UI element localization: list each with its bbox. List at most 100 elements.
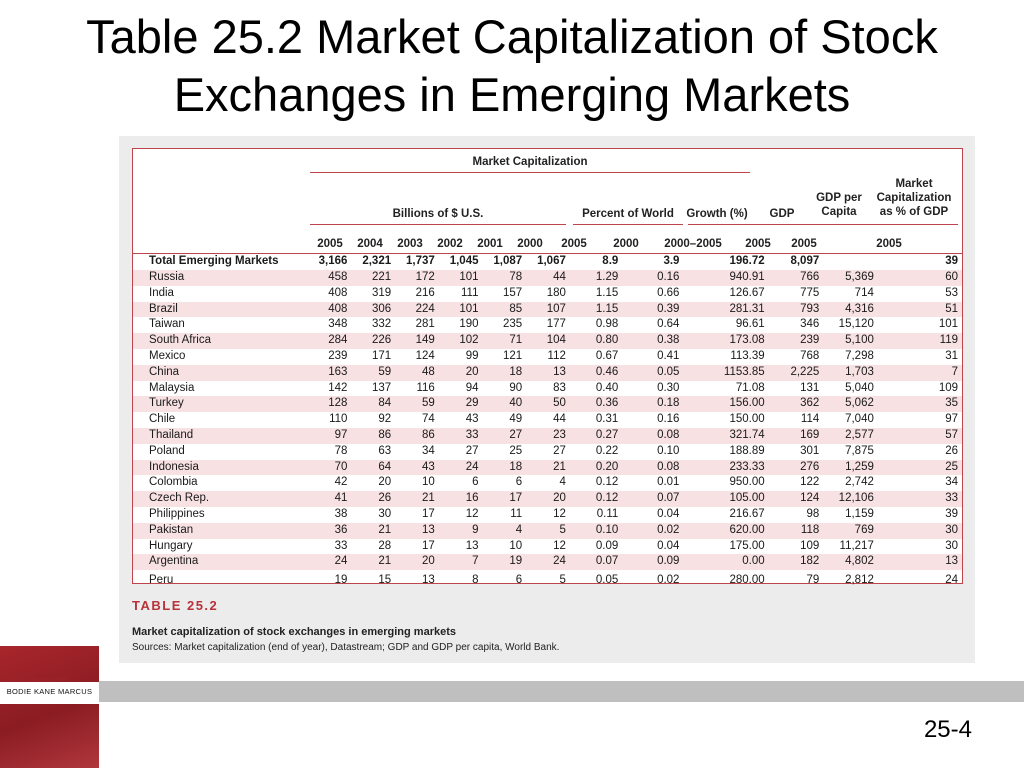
value-cell: 71	[482, 333, 527, 349]
value-cell: 102	[438, 333, 483, 349]
table-caption: Market capitalization of stock exchanges…	[132, 626, 456, 638]
value-cell: 16	[438, 491, 483, 507]
value-cell: 101	[438, 270, 483, 286]
percent-rule	[573, 224, 683, 225]
value-cell: 0.05	[595, 574, 619, 587]
value-cell: 12	[553, 507, 566, 520]
value-cell: 24	[307, 554, 352, 571]
value-cell: 42	[334, 476, 348, 489]
year-header-cell: 2005	[745, 238, 771, 250]
value-cell: 2,321	[362, 254, 392, 267]
value-cell: 458	[307, 270, 352, 286]
country-cell: Czech Rep.	[133, 491, 308, 507]
value-cell: 768	[800, 349, 820, 362]
value-cell: 124	[768, 491, 824, 507]
value-cell: 5,062	[823, 396, 878, 413]
table-row: Argentina 24 21 20 7 19 24 0.07 0.09 0.00 182 4,802…	[133, 554, 962, 571]
value-cell: 101	[438, 301, 483, 318]
value-cell: 4	[482, 522, 527, 539]
value-cell: 43	[395, 459, 439, 476]
year-header-cell: 2004	[357, 238, 383, 250]
table-row: China 163 59 48 20 18 13 0.46 0.05 1153.85 2,225 1,…	[133, 364, 962, 381]
year-header-cell: 2005	[317, 238, 343, 250]
book-cover-stripe	[0, 682, 99, 704]
value-cell: 0.12	[569, 491, 623, 507]
table-row: Poland 78 63 34 27 25 27 0.22 0.10 188.89 301 7,875…	[133, 444, 962, 460]
value-cell: 188.89	[729, 444, 765, 457]
value-cell: 25	[877, 459, 962, 476]
value-cell: 224	[395, 301, 439, 318]
value-cell: 0.08	[622, 459, 684, 476]
value-cell: 769	[823, 522, 878, 539]
value-cell: 20	[395, 554, 439, 571]
table-row: Brazil 408 306 224 101 85 107 1.15 0.39 281.31 793…	[133, 301, 962, 318]
value-cell: 86	[395, 427, 439, 444]
value-cell: 44	[526, 270, 570, 286]
value-cell: 281.31	[683, 301, 769, 318]
value-cell: 0.10	[657, 444, 680, 457]
value-cell: 36	[307, 522, 352, 539]
value-cell: 2,225	[768, 364, 824, 381]
value-cell: 71.08	[735, 381, 765, 394]
value-cell: 33	[877, 491, 962, 507]
value-cell: 0.02	[622, 522, 684, 539]
value-cell: 6	[515, 476, 523, 489]
value-cell: 0.30	[657, 381, 680, 394]
value-cell: 85	[482, 301, 527, 318]
group-header-rule	[310, 172, 750, 173]
value-cell: 21	[526, 459, 570, 476]
value-cell: 27	[553, 444, 566, 457]
value-cell: 13	[422, 574, 435, 587]
value-cell: 163	[307, 364, 352, 381]
slide-title-line2: Exchanges in Emerging Markets	[173, 68, 851, 121]
value-cell: 12	[465, 507, 479, 520]
value-cell: 5,040	[845, 381, 874, 394]
value-cell: 97	[307, 427, 352, 444]
value-cell: 19	[334, 574, 348, 587]
country-cell: Taiwan	[149, 318, 185, 331]
value-cell: 17	[422, 539, 435, 552]
header-bottom-rule	[133, 253, 962, 254]
market-cap-table: Total Emerging Markets 3,166 2,321 1,737 1,0…	[133, 253, 962, 590]
year-header-cell: 2000	[517, 238, 543, 250]
value-cell: 1153.85	[683, 364, 769, 381]
value-cell: 0.04	[657, 507, 680, 520]
value-cell: 35	[877, 396, 962, 413]
value-cell: 408	[307, 301, 352, 318]
value-cell: 39	[945, 254, 958, 267]
value-cell: 9	[438, 522, 483, 539]
value-cell: 50	[526, 396, 570, 413]
value-cell: 12,106	[823, 491, 878, 507]
value-cell: 114	[800, 413, 820, 426]
value-cell: 30	[877, 522, 962, 539]
value-cell: 48	[395, 364, 439, 381]
value-cell: 10	[422, 476, 435, 489]
value-cell: 101	[938, 318, 958, 331]
value-cell: 0.39	[622, 301, 684, 318]
value-cell: 0.12	[595, 476, 619, 489]
value-cell: 239	[768, 333, 824, 349]
value-cell: 39	[945, 507, 958, 520]
country-cell: Russia	[133, 270, 308, 286]
value-cell: 793	[768, 301, 824, 318]
value-cell: 24	[526, 554, 570, 571]
value-cell: 18	[482, 364, 527, 381]
value-cell: 0.31	[595, 413, 619, 426]
country-cell: Mexico	[149, 349, 186, 362]
value-cell: 74	[422, 413, 435, 426]
value-cell: 2,742	[845, 476, 874, 489]
value-cell: 26	[945, 444, 958, 457]
value-cell: 4	[559, 476, 566, 489]
value-cell: 126.67	[729, 286, 765, 299]
value-cell: 1,087	[493, 254, 523, 267]
value-cell: 190	[459, 318, 479, 331]
value-cell: 70	[307, 459, 352, 476]
value-cell: 29	[438, 396, 483, 413]
value-cell: 6	[515, 574, 523, 587]
value-cell: 348	[328, 318, 348, 331]
year-header-cell: 2005	[876, 238, 902, 250]
value-cell: 2,577	[823, 427, 878, 444]
value-cell: 131	[800, 381, 820, 394]
value-cell: 233.33	[683, 459, 769, 476]
value-cell: 221	[351, 270, 396, 286]
